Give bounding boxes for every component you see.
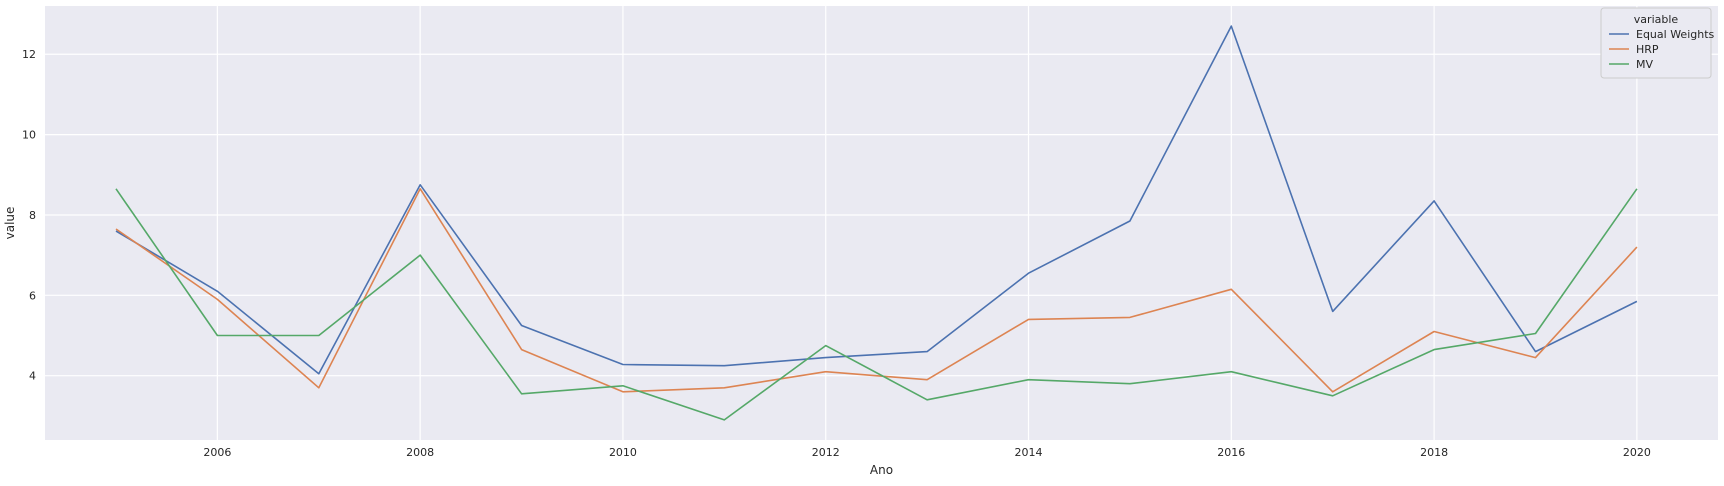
series-line-mv: [115, 188, 1638, 421]
legend-label-equal-weights: Equal Weights: [1636, 28, 1715, 41]
y-tick-label: 10: [22, 129, 36, 142]
x-tick-label: 2008: [406, 446, 434, 459]
series-lines: [115, 25, 1638, 421]
legend-label-mv: MV: [1636, 58, 1653, 71]
x-tick-label: 2018: [1420, 446, 1448, 459]
legend-title: variable: [1634, 13, 1679, 26]
legend-label-hrp: HRP: [1636, 43, 1659, 56]
legend: variable Equal Weights HRP MV: [1600, 7, 1715, 79]
x-tick-label: 2014: [1015, 446, 1043, 459]
y-tick-label: 12: [22, 48, 36, 61]
x-tick-label: 2006: [203, 446, 231, 459]
y-tick-labels: 4 6 8 10 12: [22, 48, 36, 382]
plot-background: [45, 6, 1718, 440]
legend-box: [1600, 7, 1712, 79]
y-tick-label: 4: [29, 370, 36, 383]
y-tick-label: 6: [29, 289, 36, 302]
legend-items: Equal Weights HRP MV: [1609, 28, 1715, 71]
x-tick-label: 2010: [609, 446, 637, 459]
y-tick-label: 8: [29, 209, 36, 222]
x-tick-label: 2020: [1623, 446, 1651, 459]
y-axis-label: value: [3, 207, 17, 240]
x-tick-labels: 2006 2008 2010 2012 2014 2016 2018 2020: [203, 446, 1651, 459]
series-line-equal-weights: [115, 25, 1638, 375]
x-axis-label: Ano: [870, 463, 893, 477]
series-line-hrp: [115, 188, 1638, 393]
x-tick-label: 2016: [1217, 446, 1245, 459]
x-tick-label: 2012: [812, 446, 840, 459]
